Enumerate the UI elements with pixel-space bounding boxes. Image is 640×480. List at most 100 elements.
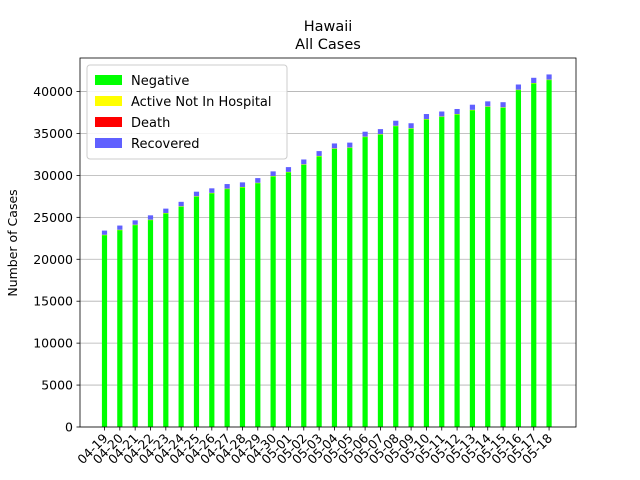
bar-segment bbox=[393, 120, 399, 126]
bar-segment bbox=[393, 125, 399, 428]
bar-segment bbox=[469, 109, 476, 427]
y-tick-label: 35000 bbox=[33, 126, 73, 141]
bar-segment bbox=[178, 206, 184, 427]
bar-segment bbox=[500, 107, 506, 427]
chart-title: Hawaii bbox=[304, 19, 353, 35]
bar-segment bbox=[531, 83, 537, 427]
bar-segment bbox=[101, 230, 108, 235]
bar-segment bbox=[408, 128, 414, 129]
bar-segment bbox=[546, 79, 552, 428]
bar-segment bbox=[347, 142, 353, 148]
legend-swatch bbox=[95, 96, 122, 106]
bar-segment bbox=[454, 108, 460, 115]
y-tick-label: 30000 bbox=[33, 168, 73, 183]
bar-segment bbox=[101, 234, 108, 427]
bar-segment bbox=[439, 111, 445, 117]
bar-segment bbox=[147, 219, 154, 221]
bar-segment bbox=[301, 164, 307, 165]
bar-segment bbox=[132, 224, 138, 226]
y-tick-label: 25000 bbox=[33, 210, 73, 225]
bar-segment bbox=[178, 201, 184, 207]
bar-segment bbox=[163, 213, 169, 427]
bar-segment bbox=[270, 176, 276, 427]
bar-segment bbox=[117, 229, 123, 427]
legend-label: Death bbox=[131, 116, 170, 131]
bar-segment bbox=[423, 119, 430, 427]
bar-segment bbox=[485, 106, 491, 107]
bar-segment bbox=[239, 187, 246, 427]
bar-segment bbox=[531, 77, 537, 83]
bar-segment bbox=[485, 101, 491, 107]
bar-segment bbox=[408, 128, 414, 428]
bar-segment bbox=[485, 106, 491, 428]
bar-segment bbox=[515, 84, 522, 90]
bar-segment bbox=[500, 107, 506, 108]
bar-segment bbox=[147, 215, 154, 220]
bar-segment bbox=[439, 116, 445, 428]
bar-segment bbox=[255, 182, 261, 427]
y-tick-label: 15000 bbox=[33, 294, 73, 309]
bar-segment bbox=[193, 191, 200, 197]
bar-segment bbox=[423, 119, 430, 120]
bar-segment bbox=[224, 188, 230, 427]
bar-segment bbox=[270, 176, 276, 177]
bar-segment bbox=[362, 131, 368, 137]
y-axis-label: Number of Cases bbox=[5, 189, 20, 296]
bar-segment bbox=[224, 184, 230, 189]
bar-segment bbox=[377, 134, 384, 427]
bar-segment bbox=[362, 136, 368, 138]
bar-segment bbox=[469, 104, 476, 110]
bar-segment bbox=[316, 156, 322, 427]
bar-segment bbox=[239, 182, 246, 187]
bar-segment bbox=[270, 171, 276, 177]
bar-segment bbox=[515, 89, 522, 91]
legend-label: Recovered bbox=[131, 137, 200, 152]
bar-segment bbox=[101, 234, 108, 236]
bar-segment bbox=[163, 212, 169, 214]
bar-segment bbox=[255, 178, 261, 183]
bar-segment bbox=[393, 125, 399, 127]
bar-segment bbox=[316, 151, 322, 156]
bar-segment bbox=[117, 229, 123, 231]
legend-swatch bbox=[95, 75, 122, 85]
bar-segment bbox=[408, 123, 414, 129]
bar-segment bbox=[301, 164, 307, 427]
bar-segment bbox=[423, 114, 430, 120]
bar-segment bbox=[331, 143, 338, 149]
legend: Negative Active Not In Hospital Death Recov… bbox=[86, 64, 288, 160]
bar-segment bbox=[347, 147, 353, 149]
bar-segment bbox=[285, 172, 292, 427]
legend-label: Active Not In Hospital bbox=[131, 95, 272, 110]
bar-segment bbox=[301, 159, 307, 165]
bar-segment bbox=[331, 148, 338, 149]
y-tick-label: 0 bbox=[65, 420, 73, 435]
bar-segment bbox=[454, 114, 460, 115]
bar-segment bbox=[132, 224, 138, 427]
bar-segment bbox=[193, 196, 200, 197]
grid-layer bbox=[80, 91, 576, 428]
bar-segment bbox=[117, 225, 123, 230]
bar-segment bbox=[362, 136, 368, 427]
chart-subtitle: All Cases bbox=[295, 37, 361, 53]
bar-segment bbox=[163, 208, 169, 213]
y-tick-label: 10000 bbox=[33, 336, 73, 351]
y-tick-label: 40000 bbox=[33, 84, 73, 99]
bar-segment bbox=[285, 167, 292, 172]
bar-segment bbox=[209, 192, 215, 194]
bar-segment bbox=[546, 79, 552, 81]
bar-segment bbox=[377, 129, 384, 135]
bar-segment bbox=[331, 148, 338, 427]
bar-segment bbox=[193, 196, 200, 427]
y-tick-label: 20000 bbox=[33, 252, 73, 267]
bars-layer bbox=[101, 74, 552, 428]
bar-segment bbox=[546, 74, 552, 80]
bar-segment bbox=[469, 109, 476, 111]
bar-segment bbox=[147, 219, 154, 427]
bar-segment bbox=[132, 220, 138, 225]
bar-segment bbox=[347, 147, 353, 428]
bar-segment bbox=[316, 155, 322, 157]
legend-swatch bbox=[95, 138, 122, 148]
bar-segment bbox=[209, 188, 215, 193]
